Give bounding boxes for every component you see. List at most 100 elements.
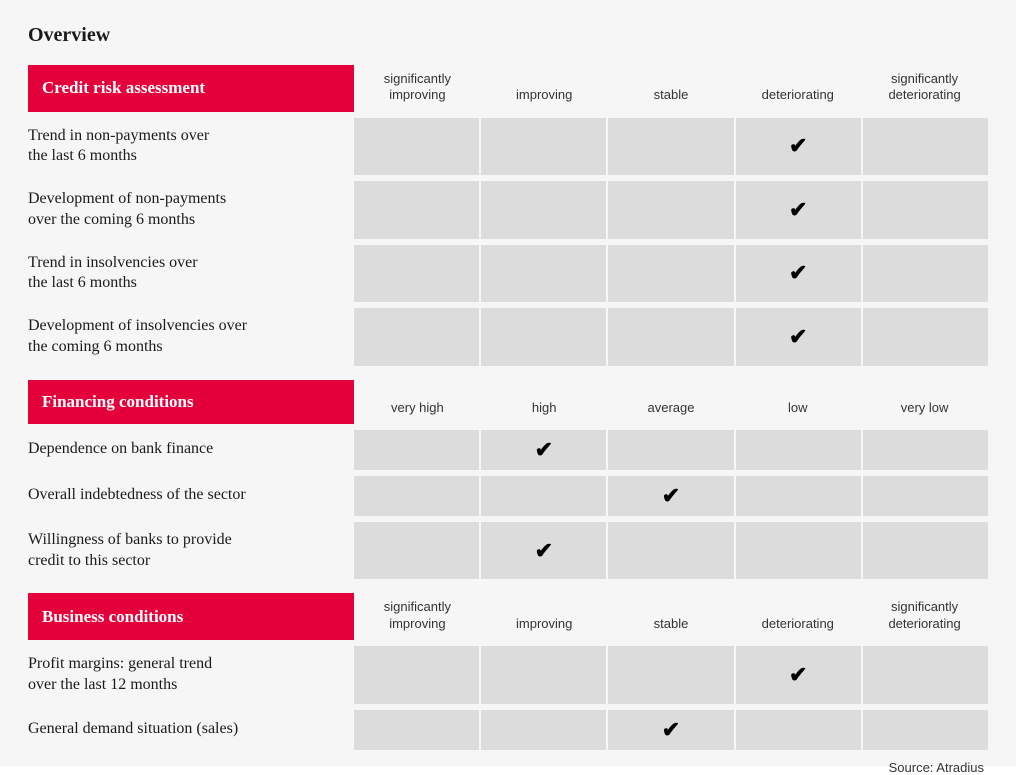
check-icon: ✔ <box>535 437 553 463</box>
rating-cell <box>354 476 479 516</box>
row-cells: ✔ <box>354 245 988 303</box>
rating-cell <box>608 430 733 470</box>
row-label: Development of insolvencies overthe comi… <box>28 308 354 366</box>
row-cells: ✔ <box>354 646 988 704</box>
row-cells: ✔ <box>354 118 988 176</box>
column-header: significantlyimproving <box>354 593 481 640</box>
row-cells: ✔ <box>354 308 988 366</box>
rating-cell <box>863 710 988 750</box>
column-header: stable <box>608 65 735 112</box>
row-label: General demand situation (sales) <box>28 710 354 750</box>
row-label: Dependence on bank finance <box>28 430 354 470</box>
rating-cell <box>354 522 479 580</box>
row-cells: ✔ <box>354 522 988 580</box>
rating-cell <box>354 430 479 470</box>
column-header: low <box>734 380 861 424</box>
source-label: Source: Atradius <box>28 760 988 775</box>
row-label: Trend in non-payments overthe last 6 mon… <box>28 118 354 176</box>
rating-cell: ✔ <box>736 181 861 239</box>
rating-cell: ✔ <box>736 646 861 704</box>
rating-cell <box>863 181 988 239</box>
rating-cell <box>481 646 606 704</box>
table-row: Trend in non-payments overthe last 6 mon… <box>28 118 988 176</box>
rating-cell <box>863 245 988 303</box>
table-row: Profit margins: general trendover the la… <box>28 646 988 704</box>
rating-cell <box>863 646 988 704</box>
page-title: Overview <box>28 24 988 47</box>
rating-cell <box>608 181 733 239</box>
row-label: Profit margins: general trendover the la… <box>28 646 354 704</box>
rating-cell: ✔ <box>608 710 733 750</box>
rating-cell <box>481 710 606 750</box>
column-header: significantlydeteriorating <box>861 593 988 640</box>
rating-cell <box>863 118 988 176</box>
column-header: deteriorating <box>734 593 861 640</box>
table-row: Trend in insolvencies overthe last 6 mon… <box>28 245 988 303</box>
row-label: Overall indebtedness of the sector <box>28 476 354 516</box>
section-gap <box>28 585 988 593</box>
rating-cell: ✔ <box>736 118 861 176</box>
row-cells: ✔ <box>354 710 988 750</box>
rating-cell <box>736 430 861 470</box>
rating-cell <box>354 308 479 366</box>
table-row: Willingness of banks to providecredit to… <box>28 522 988 580</box>
rating-cell <box>354 245 479 303</box>
check-icon: ✔ <box>535 538 553 564</box>
rating-cell <box>863 308 988 366</box>
column-header: deteriorating <box>734 65 861 112</box>
rating-cell <box>608 118 733 176</box>
check-icon: ✔ <box>789 133 807 159</box>
section-header: Credit risk assessment <box>28 65 354 112</box>
check-icon: ✔ <box>789 260 807 286</box>
section-header-row: Credit risk assessmentsignificantlyimpro… <box>28 65 988 112</box>
rating-cell <box>481 245 606 303</box>
column-headers: significantlyimprovingimprovingstabledet… <box>354 65 988 112</box>
rating-cell <box>481 476 606 516</box>
rating-cell <box>608 308 733 366</box>
column-header: very high <box>354 380 481 424</box>
section-header: Financing conditions <box>28 380 354 424</box>
check-icon: ✔ <box>789 197 807 223</box>
table-row: Development of non-paymentsover the comi… <box>28 181 988 239</box>
check-icon: ✔ <box>662 483 680 509</box>
row-label: Development of non-paymentsover the comi… <box>28 181 354 239</box>
check-icon: ✔ <box>662 717 680 743</box>
rating-cell <box>736 710 861 750</box>
rating-cell <box>863 430 988 470</box>
rating-cell <box>736 476 861 516</box>
column-headers: very highhighaveragelowvery low <box>354 380 988 424</box>
rating-cell <box>481 181 606 239</box>
rating-cell: ✔ <box>481 430 606 470</box>
rating-cell: ✔ <box>608 476 733 516</box>
check-icon: ✔ <box>789 324 807 350</box>
column-header: significantlydeteriorating <box>861 65 988 112</box>
row-label: Trend in insolvencies overthe last 6 mon… <box>28 245 354 303</box>
row-label: Willingness of banks to providecredit to… <box>28 522 354 580</box>
rating-cell <box>354 181 479 239</box>
column-header: high <box>481 380 608 424</box>
rating-cell <box>354 646 479 704</box>
table-row: Development of insolvencies overthe comi… <box>28 308 988 366</box>
row-cells: ✔ <box>354 181 988 239</box>
check-icon: ✔ <box>789 662 807 688</box>
table-row: Overall indebtedness of the sector ✔ <box>28 476 988 516</box>
sections-wrapper: Credit risk assessmentsignificantlyimpro… <box>28 65 988 750</box>
row-cells: ✔ <box>354 476 988 516</box>
section-header: Business conditions <box>28 593 354 640</box>
section-header-row: Business conditionssignificantlyimprovin… <box>28 593 988 640</box>
column-headers: significantlyimprovingimprovingstabledet… <box>354 593 988 640</box>
table-row: Dependence on bank finance ✔ <box>28 430 988 470</box>
rating-cell <box>481 308 606 366</box>
overview-container: Overview Credit risk assessmentsignifica… <box>0 0 1016 766</box>
column-header: improving <box>481 65 608 112</box>
rating-cell <box>863 522 988 580</box>
rating-cell <box>863 476 988 516</box>
column-header: very low <box>861 380 988 424</box>
rating-cell: ✔ <box>736 245 861 303</box>
rating-cell <box>736 522 861 580</box>
column-header: average <box>608 380 735 424</box>
section-header-row: Financing conditionsvery highhighaverage… <box>28 380 988 424</box>
column-header: significantlyimproving <box>354 65 481 112</box>
column-header: stable <box>608 593 735 640</box>
table-row: General demand situation (sales) ✔ <box>28 710 988 750</box>
